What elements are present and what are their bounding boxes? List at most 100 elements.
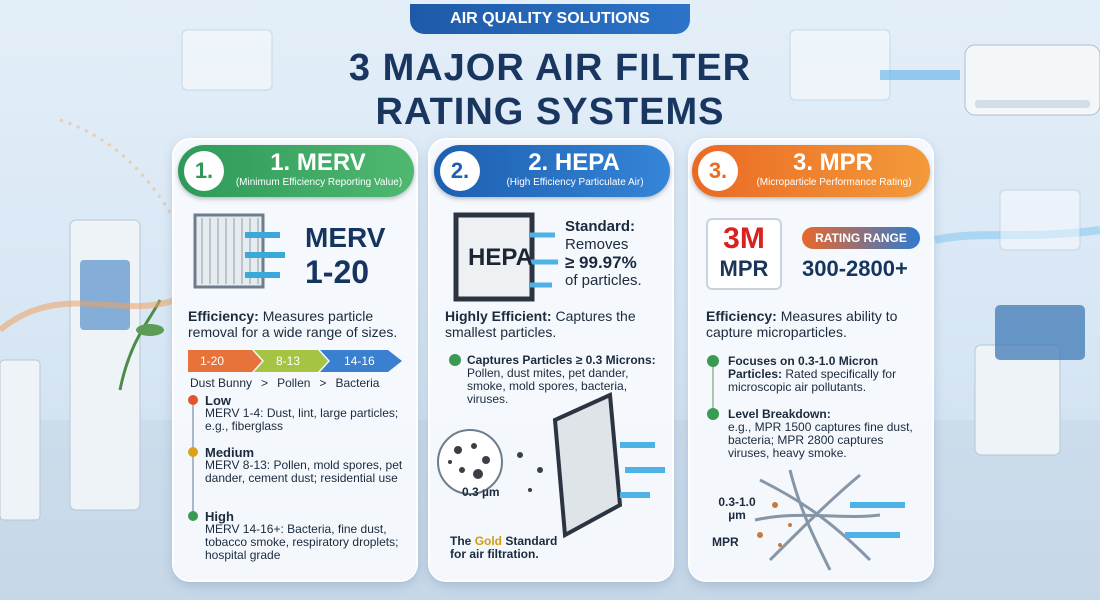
check: [707, 355, 719, 367]
bullet-text: Pollen, dust mites, pet dander, smoke, m…: [467, 366, 629, 406]
logo-3m: 3M: [723, 222, 765, 255]
caption: Dust Bunny: [190, 376, 253, 390]
bullet-text: Rated specifically for microscopic air p…: [728, 367, 897, 394]
level-name: Low: [205, 393, 231, 408]
merv-big-label: MERV: [305, 222, 386, 253]
scale-label: 1-20: [200, 354, 225, 368]
logo-mpr: MPR: [719, 256, 769, 281]
bullet: Captures Particles ≥ 0.3 Microns: Pollen,…: [467, 354, 667, 406]
hologram-panel: [999, 189, 1081, 251]
airflow: [934, 226, 1100, 244]
bullet-label: Level Breakdown:: [728, 407, 831, 421]
scale-captions: Dust Bunny > Pollen > Bacteria: [190, 377, 415, 390]
label: Highly Efficient:: [445, 308, 552, 324]
magnifier: [437, 429, 503, 495]
card-number: 3.: [698, 151, 738, 191]
airflow: [0, 297, 177, 333]
hologram-panel: [181, 29, 273, 91]
line: ≥ 99.97%: [565, 253, 637, 272]
level-text: Pollen, mold spores, pet dander, cement …: [205, 458, 403, 485]
mpr-logo: 3M MPR: [706, 218, 782, 290]
diagram-label: MPR: [712, 535, 739, 549]
level: Low MERV 1-4: Dust, lint, large particles…: [205, 394, 415, 433]
scale-label: 8-13: [276, 354, 301, 368]
hepa-header: 2. 2. HEPA (High Efficiency Particulate …: [434, 145, 670, 197]
scale-segment: [254, 350, 328, 372]
scale-label: 14-16: [344, 354, 375, 368]
level-name: Medium: [205, 445, 255, 460]
card-subtitle: (Microparticle Performance Rating): [756, 177, 912, 188]
filter-pleats: [201, 218, 259, 284]
standard-text: Removes ≥ 99.97% of particles.: [565, 236, 642, 290]
hepa-filter: [453, 212, 535, 302]
airflow: [59, 118, 177, 221]
footer: The Gold Standard for air filtration.: [450, 535, 610, 561]
highlight: Gold: [474, 534, 503, 548]
filter-label: HEPA: [468, 244, 533, 271]
level-text: Bacteria, fine dust, tobacco smoke, resp…: [205, 522, 399, 562]
text: Standard: [505, 534, 558, 548]
scale-segment: [188, 350, 262, 372]
card-subtitle: (Minimum Efficiency Reporting Value): [235, 177, 403, 188]
card-number: 2.: [440, 151, 480, 191]
card-number: 1.: [184, 151, 224, 191]
text: for air filtration.: [450, 547, 539, 561]
efficiency: Efficiency: Measures particle removal fo…: [188, 308, 413, 340]
airflow-arrows: [245, 232, 285, 278]
airflow-arrows: [620, 442, 665, 498]
hologram-panel: [789, 29, 891, 101]
title-line: 3 MAJOR AIR FILTER: [348, 47, 752, 89]
efficiency: Efficiency: Measures ability to capture …: [706, 308, 921, 340]
kiosk-screen: [995, 305, 1085, 360]
range: 300-2800+: [802, 256, 908, 281]
purifier-screen: [80, 260, 130, 330]
level-dot: [188, 447, 198, 457]
caption: >: [319, 376, 327, 390]
airflow-arrows: [845, 502, 905, 538]
airflow-arrows: [530, 232, 558, 288]
line: Removes: [565, 236, 629, 253]
particle-label: 0.3 µm: [462, 485, 500, 499]
level-name: High: [205, 509, 234, 524]
page-title: 3 MAJOR AIR FILTER RATING SYSTEMS: [250, 46, 850, 134]
level-dot: [188, 395, 198, 405]
bullet-label: Captures Particles ≥ 0.3 Microns:: [467, 353, 656, 367]
card-subtitle: (High Efficiency Particulate Air): [506, 177, 644, 188]
header-badge: AIR QUALITY SOLUTIONS: [410, 4, 690, 34]
title-line: RATING SYSTEMS: [375, 91, 725, 133]
caption: >: [261, 376, 269, 390]
filter-icon: [193, 213, 265, 289]
level-range: MERV 14-16+:: [205, 522, 284, 536]
bullet: Level Breakdown: e.g., MPR 1500 captures …: [728, 408, 928, 460]
text: Measures particle removal for a wide ran…: [188, 308, 398, 340]
bullet-label: Focuses on 0.3-1.0 Micron Particles:: [728, 354, 879, 381]
appliance: [0, 359, 41, 521]
range-badge: RATING RANGE: [802, 227, 920, 249]
leaf: [136, 324, 164, 336]
card-title: 3. MPR: [792, 149, 873, 176]
particles: [757, 502, 792, 547]
diagram-label: 0.3-1.0 µm: [718, 495, 756, 522]
label: Efficiency:: [706, 308, 777, 324]
label: Efficiency:: [188, 308, 259, 324]
bullet-text: e.g., MPR 1500 captures fine dust, bacte…: [728, 420, 913, 460]
line: of particles.: [565, 272, 642, 289]
level-range: MERV 8-13:: [205, 458, 271, 472]
level: High MERV 14-16+: Bacteria, fine dust, to…: [205, 510, 405, 562]
text: The: [450, 534, 472, 548]
ac-vent: [975, 100, 1090, 108]
scale-segment: [320, 350, 402, 372]
text: Captures the smallest particles.: [445, 308, 636, 340]
filter-panel: [552, 392, 623, 539]
check: [449, 354, 461, 366]
card-title: 1. MERV: [270, 149, 366, 176]
merv-big-range: 1-20: [305, 254, 370, 290]
text: Measures ability to capture microparticl…: [706, 308, 898, 340]
efficiency: Highly Efficient: Captures the smallest …: [445, 308, 665, 340]
caption: Pollen: [277, 376, 311, 390]
